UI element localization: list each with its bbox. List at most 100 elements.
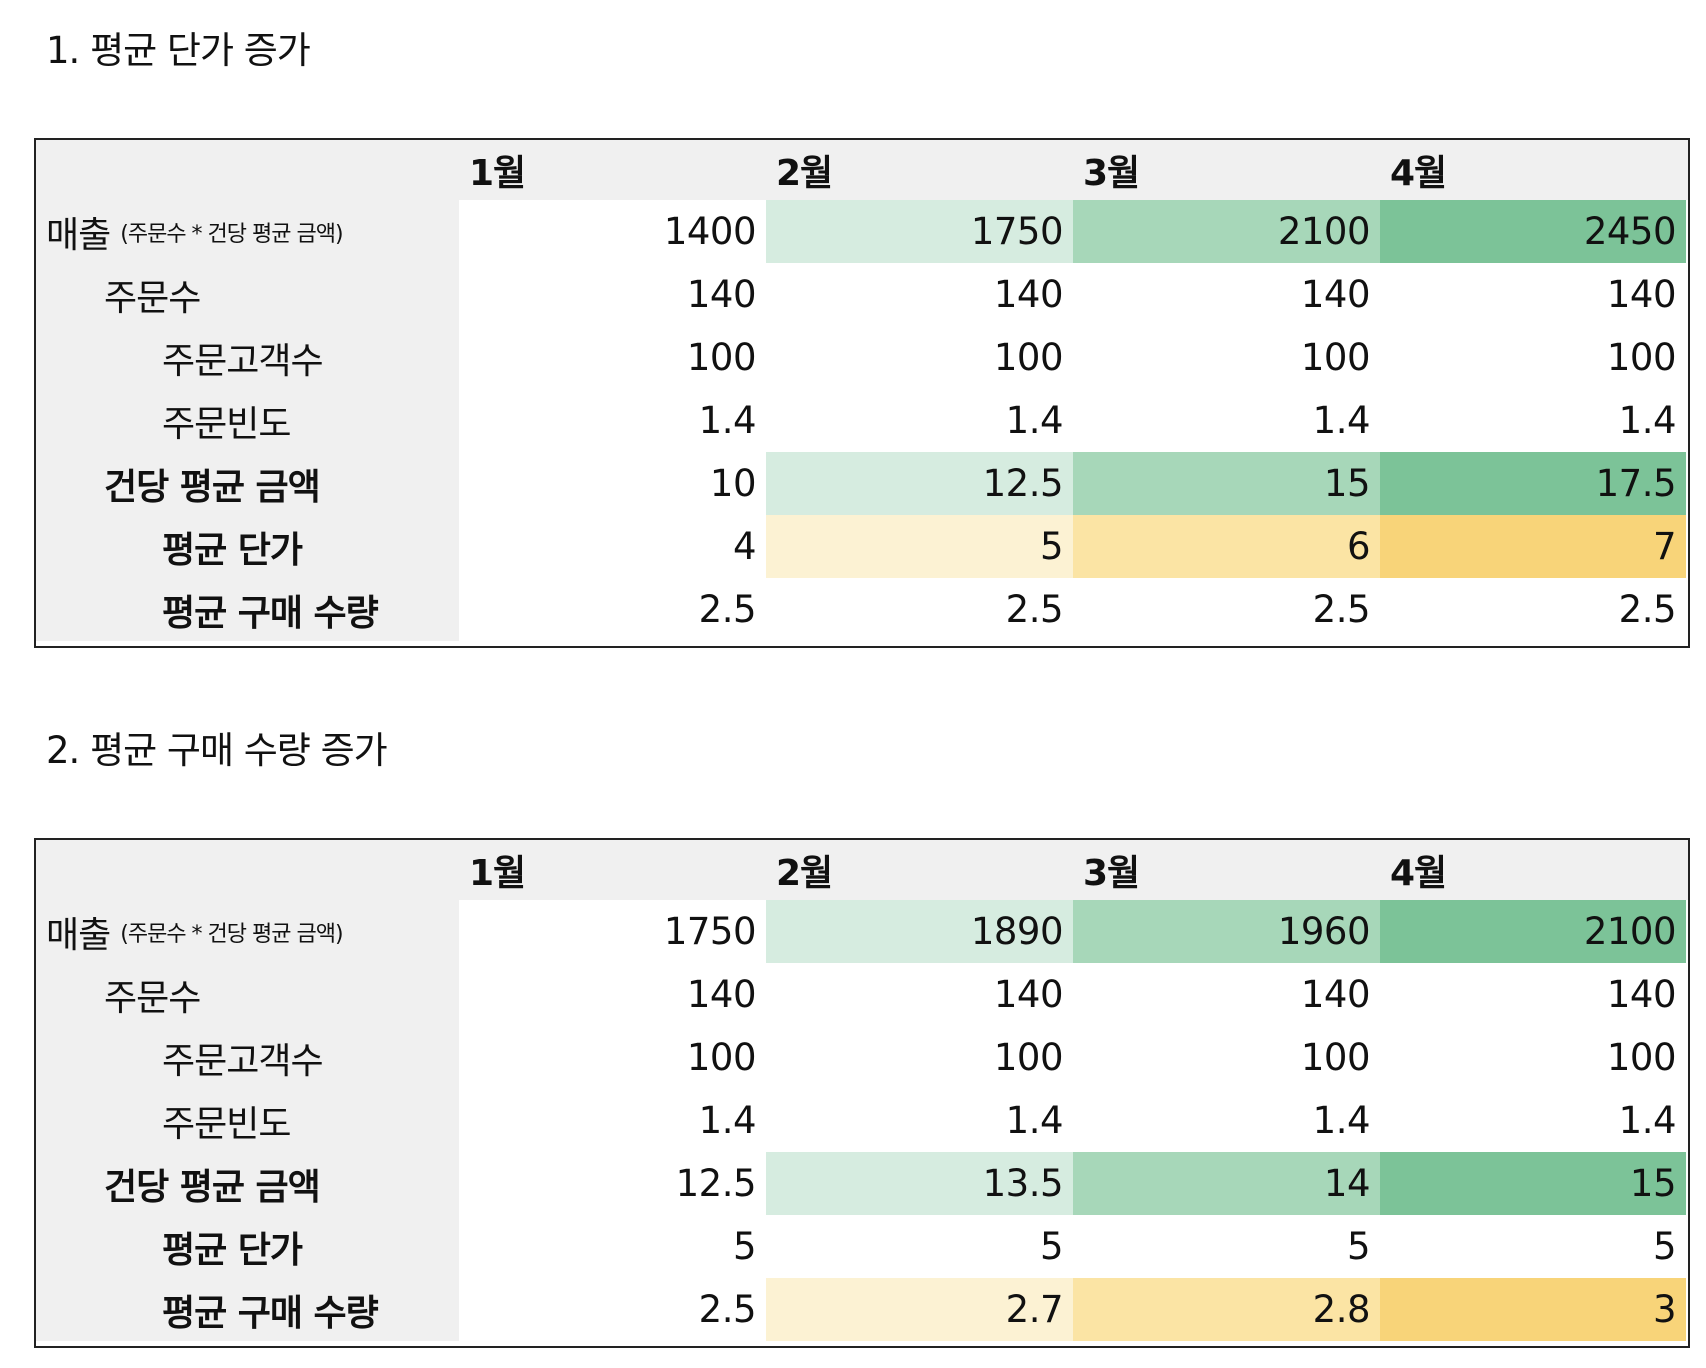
- table-cell: 17.5: [1380, 452, 1686, 515]
- table-cell: 3: [1380, 1278, 1686, 1341]
- table-cell: 12.5: [459, 1152, 766, 1215]
- table-cell: 10: [459, 452, 766, 515]
- table-cell: 5: [732, 1225, 757, 1268]
- table-cell: 15: [1073, 452, 1380, 515]
- table-cell: 140: [1300, 973, 1371, 1016]
- table-cell: 7: [1380, 515, 1686, 578]
- table-cell: 13.5: [766, 1152, 1073, 1215]
- table-cell: 140: [1606, 273, 1677, 316]
- row-label-unit-price: 평균 단가: [36, 515, 459, 578]
- section-2-title: 2. 평균 구매 수량 증가: [46, 729, 388, 772]
- table-cell: 100: [993, 1036, 1064, 1079]
- revenue-label: 매출: [46, 214, 111, 256]
- table-cell: 100: [1606, 1036, 1677, 1079]
- table-cell: 2100: [1073, 200, 1380, 263]
- revenue-formula-note: (주문수 * 건당 평균 금액): [120, 221, 343, 247]
- table-cell: 12.5: [766, 452, 1073, 515]
- row-label-avg-per-order: 건당 평균 금액: [36, 1152, 459, 1215]
- table-cell: 140: [1606, 973, 1677, 1016]
- row-label-revenue: 매출 (주문수 * 건당 평균 금액): [36, 900, 459, 963]
- header-month-3: 3월: [1083, 153, 1140, 194]
- table-header-row: 1월 2월 3월 4월: [36, 140, 1688, 200]
- table-row-frequency: 주문빈도 1.4 1.4 1.4 1.4: [36, 1089, 1688, 1152]
- table-cell: 2.5: [698, 588, 757, 631]
- table-cell: 1.4: [698, 399, 757, 442]
- table-row-orders: 주문수 140 140 140 140: [36, 263, 1688, 326]
- header-month-2: 2월: [776, 153, 833, 194]
- header-month-1: 1월: [469, 853, 526, 894]
- row-label-unit-price: 평균 단가: [36, 1215, 459, 1278]
- table-cell: 1890: [766, 900, 1073, 963]
- table-cell: 100: [1300, 336, 1371, 379]
- table-cell: 100: [686, 336, 757, 379]
- row-label-customers: 주문고객수: [36, 1026, 459, 1089]
- table-cell: 1.4: [698, 1099, 757, 1142]
- table-cell: 5: [1039, 1225, 1064, 1268]
- row-label-quantity: 평균 구매 수량: [36, 578, 459, 641]
- table-row-customers: 주문고객수 100 100 100 100: [36, 1026, 1688, 1089]
- row-label-orders: 주문수: [36, 263, 459, 326]
- row-label-revenue: 매출 (주문수 * 건당 평균 금액): [36, 200, 459, 263]
- header-month-4: 4월: [1390, 853, 1447, 894]
- table-cell: 100: [1300, 1036, 1371, 1079]
- header-corner-cell: [36, 840, 459, 900]
- table-cell: 1.4: [1312, 399, 1371, 442]
- table-row-orders: 주문수 140 140 140 140: [36, 963, 1688, 1026]
- row-label-frequency: 주문빈도: [36, 389, 459, 452]
- table-cell: 100: [686, 1036, 757, 1079]
- table-row-avg-per-order: 건당 평균 금액 12.5 13.5 14 15: [36, 1152, 1688, 1215]
- table-cell: 2.7: [766, 1278, 1073, 1341]
- row-label-frequency: 주문빈도: [36, 1089, 459, 1152]
- revenue-label: 매출: [46, 914, 111, 956]
- table-row-unit-price: 평균 단가 5 5 5 5: [36, 1215, 1688, 1278]
- header-month-3: 3월: [1083, 853, 1140, 894]
- table-cell: 5: [766, 515, 1073, 578]
- table-cell: 14: [1073, 1152, 1380, 1215]
- table-cell: 140: [993, 273, 1064, 316]
- header-month-1: 1월: [469, 153, 526, 194]
- table-row-revenue: 매출 (주문수 * 건당 평균 금액) 1400 1750 2100 2450: [36, 200, 1688, 263]
- table-cell: 5: [1652, 1225, 1677, 1268]
- table-cell: 4: [732, 525, 757, 568]
- table-average-unit-price: 1월 2월 3월 4월 매출 (주문수 * 건당 평균 금액) 1400 175…: [34, 138, 1690, 648]
- table-cell: 140: [1300, 273, 1371, 316]
- table-cell: 2100: [1380, 900, 1686, 963]
- row-label-avg-per-order: 건당 평균 금액: [36, 452, 459, 515]
- table-cell: 1.4: [1312, 1099, 1371, 1142]
- revenue-formula-note: (주문수 * 건당 평균 금액): [120, 921, 343, 947]
- table-cell: 2.5: [1618, 588, 1677, 631]
- header-corner-cell: [36, 140, 459, 200]
- table-cell: 140: [993, 973, 1064, 1016]
- table-cell: 140: [686, 973, 757, 1016]
- table-cell: 2.5: [1005, 588, 1064, 631]
- table-row-unit-price: 평균 단가 4 5 6 7: [36, 515, 1688, 578]
- table-cell: 1400: [459, 200, 766, 263]
- table-cell: 2.5: [1312, 588, 1371, 631]
- table-row-avg-per-order: 건당 평균 금액 10 12.5 15 17.5: [36, 452, 1688, 515]
- table-cell: 2450: [1380, 200, 1686, 263]
- table-cell: 1.4: [1618, 1099, 1677, 1142]
- table-cell: 100: [993, 336, 1064, 379]
- table-row-quantity: 평균 구매 수량 2.5 2.7 2.8 3: [36, 1278, 1688, 1341]
- header-month-4: 4월: [1390, 153, 1447, 194]
- table-cell: 1750: [459, 900, 766, 963]
- table-cell: 1.4: [1005, 1099, 1064, 1142]
- table-cell: 15: [1380, 1152, 1686, 1215]
- table-cell: 100: [1606, 336, 1677, 379]
- table-cell: 1.4: [1005, 399, 1064, 442]
- table-cell: 2.5: [698, 1288, 757, 1331]
- table-cell: 2.8: [1073, 1278, 1380, 1341]
- table-row-customers: 주문고객수 100 100 100 100: [36, 326, 1688, 389]
- table-row-quantity: 평균 구매 수량 2.5 2.5 2.5 2.5: [36, 578, 1688, 641]
- table-cell: 5: [1346, 1225, 1371, 1268]
- table-cell: 6: [1073, 515, 1380, 578]
- table-cell: 1750: [766, 200, 1073, 263]
- table-cell: 1960: [1073, 900, 1380, 963]
- header-month-2: 2월: [776, 853, 833, 894]
- table-average-purchase-quantity: 1월 2월 3월 4월 매출 (주문수 * 건당 평균 금액) 1750 189…: [34, 838, 1690, 1348]
- table-cell: 1.4: [1618, 399, 1677, 442]
- row-label-orders: 주문수: [36, 963, 459, 1026]
- table-row-revenue: 매출 (주문수 * 건당 평균 금액) 1750 1890 1960 2100: [36, 900, 1688, 963]
- table-header-row: 1월 2월 3월 4월: [36, 840, 1688, 900]
- table-row-frequency: 주문빈도 1.4 1.4 1.4 1.4: [36, 389, 1688, 452]
